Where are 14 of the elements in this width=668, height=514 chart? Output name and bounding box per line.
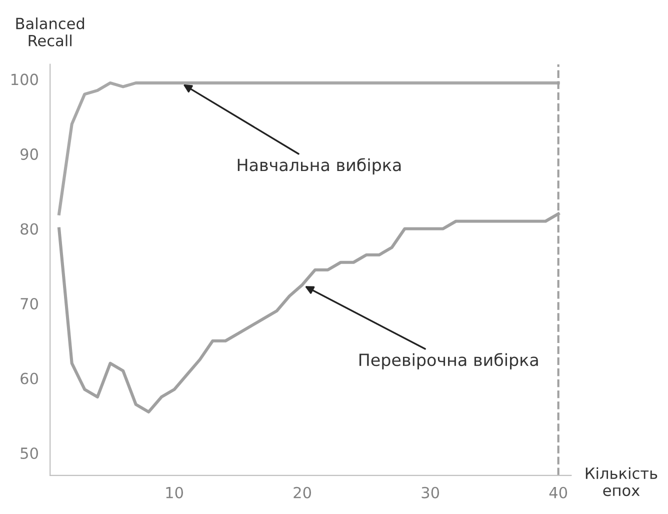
y-tick-label: 80: [20, 223, 38, 235]
y-tick-label: 60: [20, 372, 38, 384]
annotation: Навчальна вибірка: [238, 158, 401, 174]
y-tick-label: 50: [20, 447, 38, 460]
annotation: Перевірочна вибірка: [359, 352, 538, 370]
x-tick-label: 30: [422, 486, 440, 498]
y-axis-title: Balanced Recall: [16, 17, 84, 46]
x-tick-label: 40: [549, 486, 568, 498]
y-tick-label: 90: [20, 148, 38, 160]
y-tick-label: 100: [12, 74, 38, 86]
x-axis-title: Кількість епох: [586, 467, 658, 496]
x-tick-label: 20: [294, 486, 312, 498]
y-tick-label: 70: [20, 298, 38, 310]
x-tick-label: 10: [166, 486, 183, 498]
